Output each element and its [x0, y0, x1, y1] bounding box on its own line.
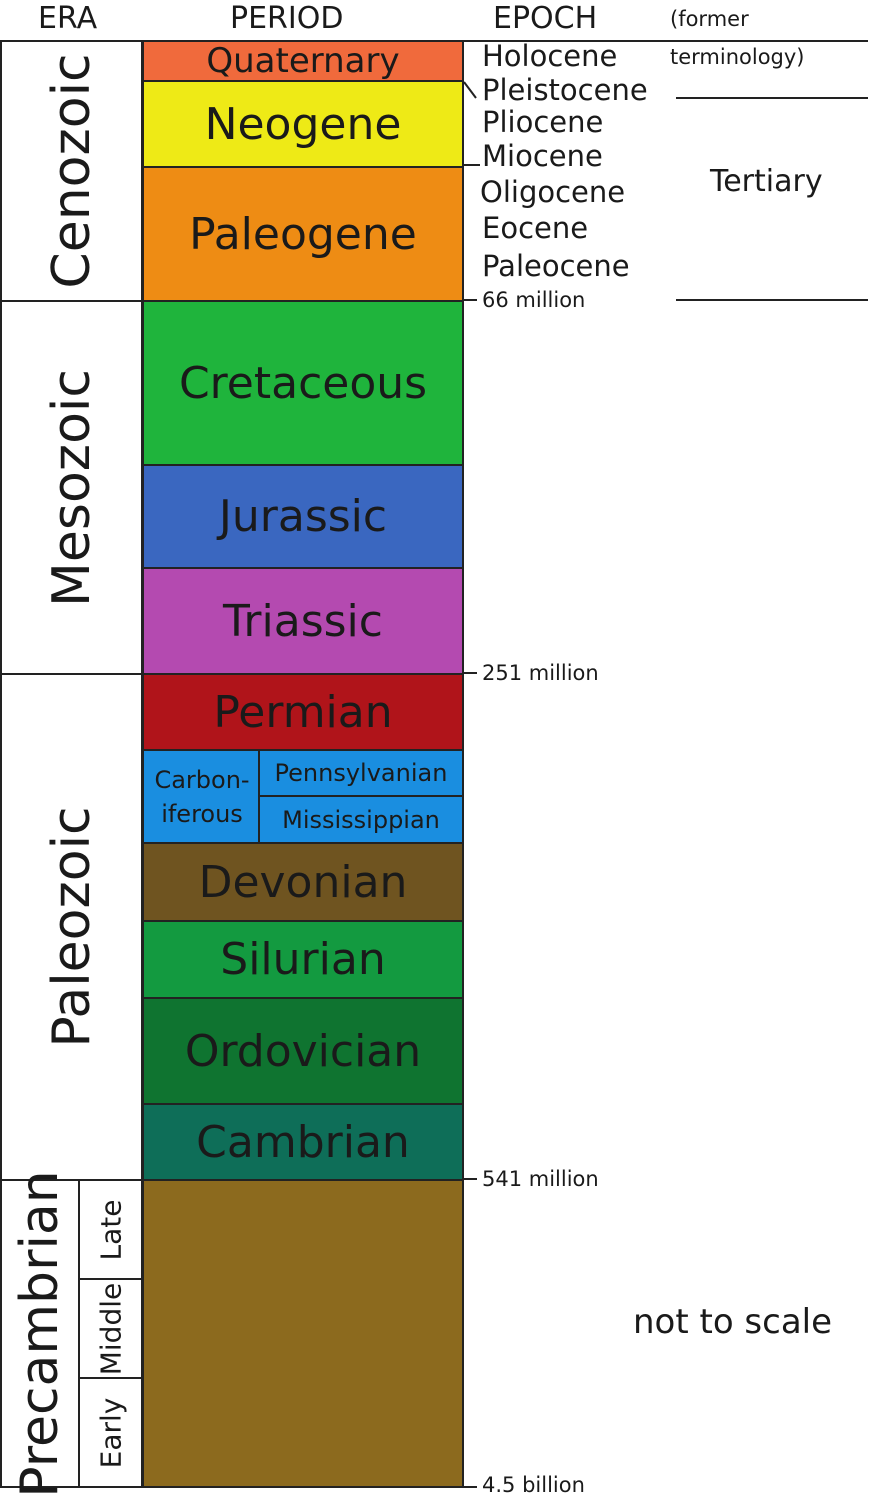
- age-66-million: 66 million: [482, 288, 586, 312]
- tick-541: [463, 1178, 477, 1180]
- period-neogene: Neogene: [142, 80, 464, 168]
- era-cenozoic: Cenozoic: [0, 40, 143, 302]
- period-label: Neogene: [204, 98, 402, 150]
- precambrian-early: Early: [78, 1377, 143, 1488]
- period-label: Paleogene: [189, 208, 417, 260]
- tick-4-5-billion: [463, 1486, 477, 1488]
- era-mesozoic: Mesozoic: [0, 300, 143, 675]
- era-label-precambrian: Precambrian: [10, 1169, 70, 1498]
- era-label-paleozoic: Paleozoic: [41, 806, 102, 1048]
- age-4-5-billion: 4.5 billion: [482, 1473, 585, 1497]
- period-triassic: Triassic: [142, 567, 464, 675]
- period-label: Ordovician: [184, 1025, 422, 1077]
- period-label: Permian: [213, 686, 393, 738]
- age-251-million: 251 million: [482, 661, 599, 685]
- period-cambrian: Cambrian: [142, 1103, 464, 1181]
- precambrian-late: Late: [78, 1179, 143, 1280]
- period-label: Cambrian: [196, 1116, 410, 1168]
- tertiary-label: Tertiary: [710, 164, 823, 199]
- period-label: Cretaceous: [178, 357, 428, 409]
- period-label: Triassic: [223, 595, 383, 647]
- subperiod-pennsylvanian: Pennsylvanian: [260, 751, 462, 797]
- precambrian-early-label: Early: [94, 1397, 127, 1468]
- not-to-scale-note: not to scale: [633, 1302, 833, 1342]
- period-paleogene: Paleogene: [142, 166, 464, 302]
- period-ordovician: Ordovician: [142, 997, 464, 1105]
- era-paleozoic: Paleozoic: [0, 673, 143, 1181]
- era-precambrian: Precambrian: [0, 1170, 80, 1497]
- precambrian-middle-label: Middle: [94, 1282, 127, 1375]
- former-terminology-header: (former terminology): [670, 7, 805, 69]
- tertiary-bottom-line: [676, 299, 868, 301]
- carboniferous-divider: [258, 751, 260, 842]
- epoch-miocene: Miocene: [482, 139, 603, 173]
- tick-66: [463, 299, 477, 301]
- period-header: PERIOD: [230, 1, 344, 36]
- period-precambrian-block: [142, 1179, 464, 1488]
- era-label-cenozoic: Cenozoic: [41, 53, 102, 289]
- period-carboniferous: Carbon- iferous Pennsylvanian Mississipp…: [142, 749, 464, 844]
- epoch-pleistocene: Pleistocene: [482, 73, 648, 107]
- epoch-eocene: Eocene: [482, 211, 589, 245]
- epoch-oligocene: Oligocene: [480, 175, 626, 209]
- era-label-mesozoic: Mesozoic: [41, 368, 102, 607]
- period-jurassic: Jurassic: [142, 464, 464, 569]
- epoch-paleocene: Paleocene: [482, 249, 630, 283]
- precambrian-late-label: Late: [94, 1199, 127, 1260]
- period-label: Quaternary: [206, 41, 400, 81]
- age-541-million: 541 million: [482, 1167, 599, 1191]
- period-permian: Permian: [142, 673, 464, 751]
- precambrian-middle: Middle: [78, 1278, 143, 1379]
- tertiary-top-line: [676, 97, 868, 99]
- period-label: Jurassic: [218, 491, 388, 542]
- period-cretaceous: Cretaceous: [142, 300, 464, 466]
- period-devonian: Devonian: [142, 842, 464, 922]
- carboniferous-label: Carbon- iferous: [154, 765, 250, 828]
- epoch-holocene: Holocene: [482, 39, 618, 73]
- period-quaternary: Quaternary: [142, 40, 464, 82]
- epoch-pliocene: Pliocene: [482, 105, 604, 139]
- subperiod-mississippian: Mississippian: [282, 805, 440, 834]
- era-header: ERA: [38, 1, 98, 36]
- epoch-connector-lines: [463, 81, 480, 166]
- tick-251: [463, 672, 477, 674]
- epoch-header: EPOCH: [493, 1, 598, 36]
- period-silurian: Silurian: [142, 920, 464, 999]
- period-label: Silurian: [220, 934, 386, 985]
- period-label: Devonian: [198, 856, 408, 908]
